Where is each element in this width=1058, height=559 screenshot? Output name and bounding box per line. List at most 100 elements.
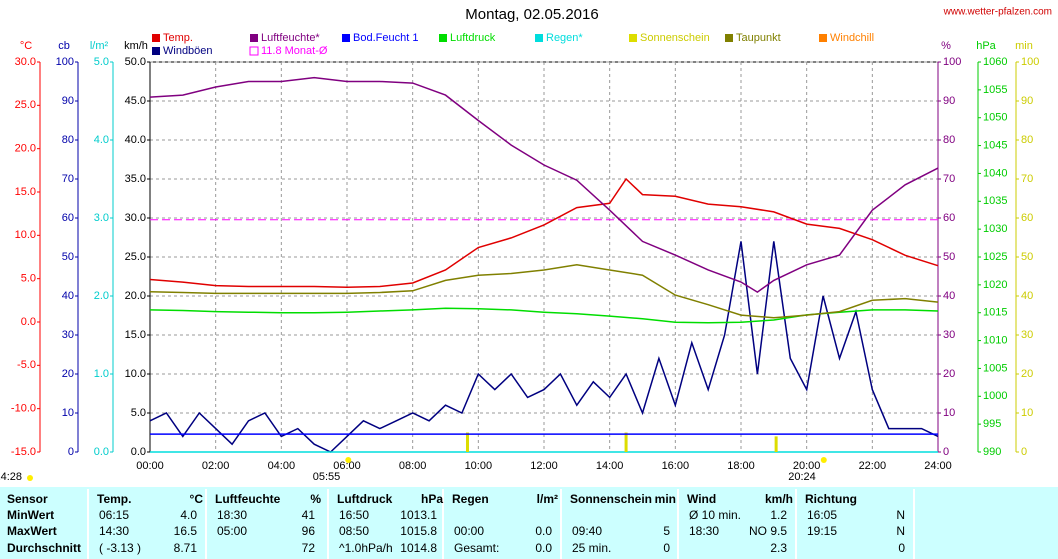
x-tick-label: 16:00 [662,460,690,472]
table-header: Wind [687,492,716,506]
table-header: Luftdruck [337,492,393,506]
y-tick-label: 1050 [983,112,1007,124]
y-tick-label: 20.0 [15,143,36,155]
sun-marker [345,457,352,463]
y-tick-label: 2.0 [94,290,109,302]
axis-label: °C [20,40,32,52]
table-unit: °C [190,492,204,506]
y-tick-label: 5.0 [94,56,109,68]
table-cell: ( -3.13 ) [99,541,141,555]
y-tick-label: 1.0 [94,368,109,380]
y-tick-label: 70 [62,173,74,185]
y-tick-label: -5.0 [17,359,36,371]
y-tick-label: 1055 [983,84,1007,96]
y-tick-label: 4.0 [94,134,109,146]
y-tick-label: 1035 [983,195,1007,207]
series-line [149,177,939,289]
axis-label: km/h [124,40,148,52]
y-tick-label: 30 [943,329,955,341]
table-header: Temp. [97,492,131,506]
legend-label: 11.8 Monat-Ø [261,45,328,57]
y-tick-label: 0 [1021,446,1027,458]
y-tick-label: 0.0 [21,316,36,328]
bar [465,432,469,452]
bar [624,432,628,452]
y-tick-label: 10.0 [125,368,146,380]
y-tick-label: 10.0 [15,229,36,241]
legend-swatch [152,47,160,55]
x-tick-label: 18:00 [727,460,755,472]
table-cell: 16.5 [174,524,198,538]
y-tick-label: 3.0 [94,212,109,224]
legend-label: Sonnenschein [640,32,710,44]
table-cell: 0 [663,541,670,555]
table-cell: Ø 10 min. [689,508,741,522]
y-tick-label: 60 [1021,212,1033,224]
legend-swatch [725,34,733,42]
table-cell: 08:50 [339,524,369,538]
table-cell: 4.0 [180,508,197,522]
y-tick-label: 40.0 [125,134,146,146]
table-cell: 1013.1 [400,508,437,522]
series-line [149,264,939,319]
x-tick-label: 04:00 [268,460,296,472]
table-cell: 5 [663,524,670,538]
series-line [149,76,939,293]
y-tick-label: 1030 [983,223,1007,235]
x-tick-label: 10:00 [465,460,493,472]
annotation: 14:28 [0,471,22,483]
y-tick-label: 0.0 [94,446,109,458]
y-tick-label: -10.0 [11,403,36,415]
table-cell: NO 9.5 [749,524,787,538]
y-tick-label: 10 [1021,407,1033,419]
y-tick-label: 0 [68,446,74,458]
table-cell: 0.0 [535,541,552,555]
y-tick-label: 40 [943,290,955,302]
y-tick-label: 50 [943,251,955,263]
table-cell: ^1.0hPa/h [339,541,393,555]
y-tick-label: 10 [62,407,74,419]
legend-swatch [629,34,637,42]
table-cell: N [896,508,905,522]
y-tick-label: 90 [62,95,74,107]
axis-label: cb [58,40,70,52]
legend-label: Luftdruck [450,32,496,44]
y-tick-label: 5.0 [131,407,146,419]
y-tick-label: 45.0 [125,95,146,107]
legend-swatch [535,34,543,42]
table-cell: 09:40 [572,524,602,538]
axis-label: min [1015,40,1033,52]
table-cell: 18:30 [217,508,247,522]
row-label: MaxWert [7,524,57,538]
y-tick-label: 15.0 [125,329,146,341]
y-tick-label: 1015 [983,307,1007,319]
y-tick-label: 35.0 [125,173,146,185]
table-cell: 1.2 [770,508,787,522]
y-tick-label: 995 [983,418,1001,430]
table-unit: hPa [421,492,443,506]
y-tick-label: 1005 [983,362,1007,374]
table-cell: N [896,524,905,538]
y-tick-label: 30 [1021,329,1033,341]
table-header: Regen [452,492,489,506]
table-cell: 1014.8 [400,541,437,555]
y-tick-label: 1020 [983,279,1007,291]
table-cell: 0 [898,541,905,555]
table-unit: % [310,492,321,506]
y-tick-label: 80 [1021,134,1033,146]
y-tick-label: 20 [1021,368,1033,380]
table-cell: 19:15 [807,524,837,538]
legend-label: Windchill [830,32,874,44]
y-tick-label: 990 [983,446,1001,458]
table-cell: 25 min. [572,541,611,555]
legend-label: Luftfeuchte* [261,32,320,44]
table-cell: 18:30 [689,524,719,538]
y-tick-label: 90 [943,95,955,107]
legend-swatch [250,34,258,42]
table-cell: 16:50 [339,508,369,522]
legend-label: Temp. [163,32,193,44]
table-cell: 2.3 [770,541,787,555]
y-tick-label: 50 [1021,251,1033,263]
annotation: 05:55 [313,471,341,483]
